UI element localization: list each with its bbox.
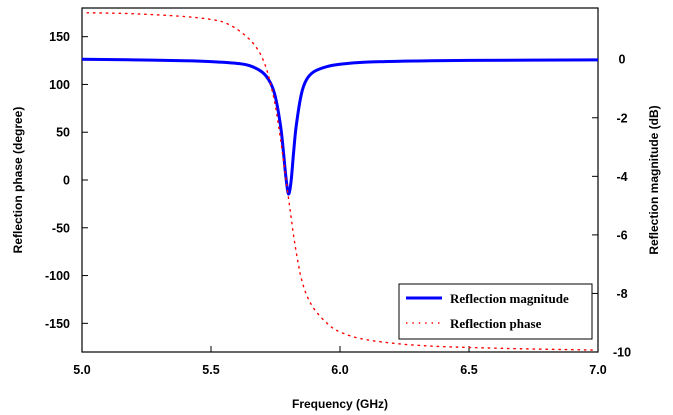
legend: Reflection magnitude Reflection phase [398,283,593,340]
left-y-axis: 150 100 50 0 -50 -100 -150 [45,30,88,331]
left-y-tick-label: 50 [56,126,70,140]
left-y-tick-label: -100 [45,269,70,283]
right-y-tick-label: 0 [619,53,626,67]
left-y-tick-label: 100 [49,78,70,92]
legend-box [398,283,593,340]
right-y-tick-label: -8 [616,287,627,301]
x-axis: 5.0 5.5 6.0 6.5 7.0 [73,346,607,377]
left-y-tick-label: 0 [63,174,70,188]
x-tick-label: 5.5 [202,363,219,377]
series-layer [81,12,599,351]
right-y-axis-title: Reflection magnitude (dB) [647,105,661,254]
x-axis-title: Frequency (GHz) [292,397,388,411]
series-line-reflection-magnitude [81,57,599,196]
legend-label-magnitude: Reflection magnitude [450,291,569,306]
right-y-tick-label: -6 [616,228,627,242]
left-y-tick-label: -150 [45,317,70,331]
x-tick-label: 6.5 [460,363,477,377]
right-y-tick-label: -4 [616,170,627,184]
x-tick-label: 5.0 [73,363,90,377]
right-y-tick-label: -10 [613,346,631,360]
left-y-tick-label: 150 [49,30,70,44]
right-y-tick-label: -2 [616,111,627,125]
legend-label-phase: Reflection phase [450,316,542,331]
x-tick-label: 7.0 [589,363,606,377]
left-y-axis-title: Reflection phase (degree) [11,107,25,254]
x-tick-label: 6.0 [331,363,348,377]
left-y-tick-label: -50 [52,221,70,235]
series-line-reflection-phase [86,12,597,351]
